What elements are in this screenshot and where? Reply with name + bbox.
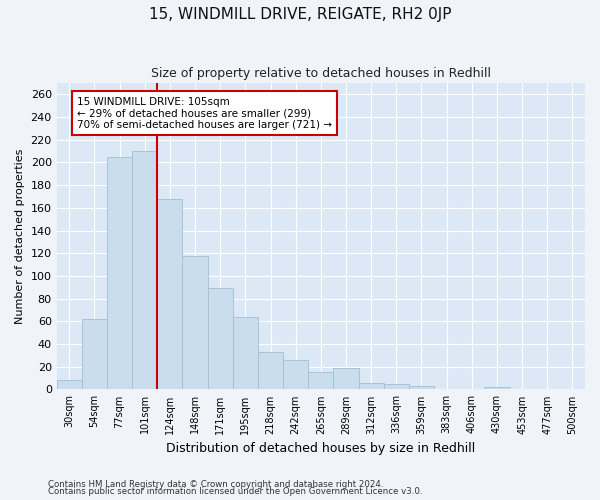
Bar bbox=[132, 151, 157, 390]
Bar bbox=[208, 288, 233, 390]
Text: Contains public sector information licensed under the Open Government Licence v3: Contains public sector information licen… bbox=[48, 488, 422, 496]
Bar bbox=[258, 352, 283, 390]
Y-axis label: Number of detached properties: Number of detached properties bbox=[15, 148, 25, 324]
X-axis label: Distribution of detached houses by size in Redhill: Distribution of detached houses by size … bbox=[166, 442, 475, 455]
Text: 15 WINDMILL DRIVE: 105sqm
← 29% of detached houses are smaller (299)
70% of semi: 15 WINDMILL DRIVE: 105sqm ← 29% of detac… bbox=[77, 96, 332, 130]
Bar bbox=[157, 199, 182, 390]
Text: Contains HM Land Registry data © Crown copyright and database right 2024.: Contains HM Land Registry data © Crown c… bbox=[48, 480, 383, 489]
Bar bbox=[56, 380, 82, 390]
Bar bbox=[484, 387, 509, 390]
Bar bbox=[107, 157, 132, 390]
Title: Size of property relative to detached houses in Redhill: Size of property relative to detached ho… bbox=[151, 68, 491, 80]
Bar bbox=[359, 382, 384, 390]
Text: 15, WINDMILL DRIVE, REIGATE, RH2 0JP: 15, WINDMILL DRIVE, REIGATE, RH2 0JP bbox=[149, 8, 451, 22]
Bar bbox=[384, 384, 409, 390]
Bar bbox=[233, 317, 258, 390]
Bar bbox=[334, 368, 359, 390]
Bar bbox=[82, 319, 107, 390]
Bar bbox=[182, 256, 208, 390]
Bar bbox=[283, 360, 308, 390]
Bar bbox=[409, 386, 434, 390]
Bar bbox=[308, 372, 334, 390]
